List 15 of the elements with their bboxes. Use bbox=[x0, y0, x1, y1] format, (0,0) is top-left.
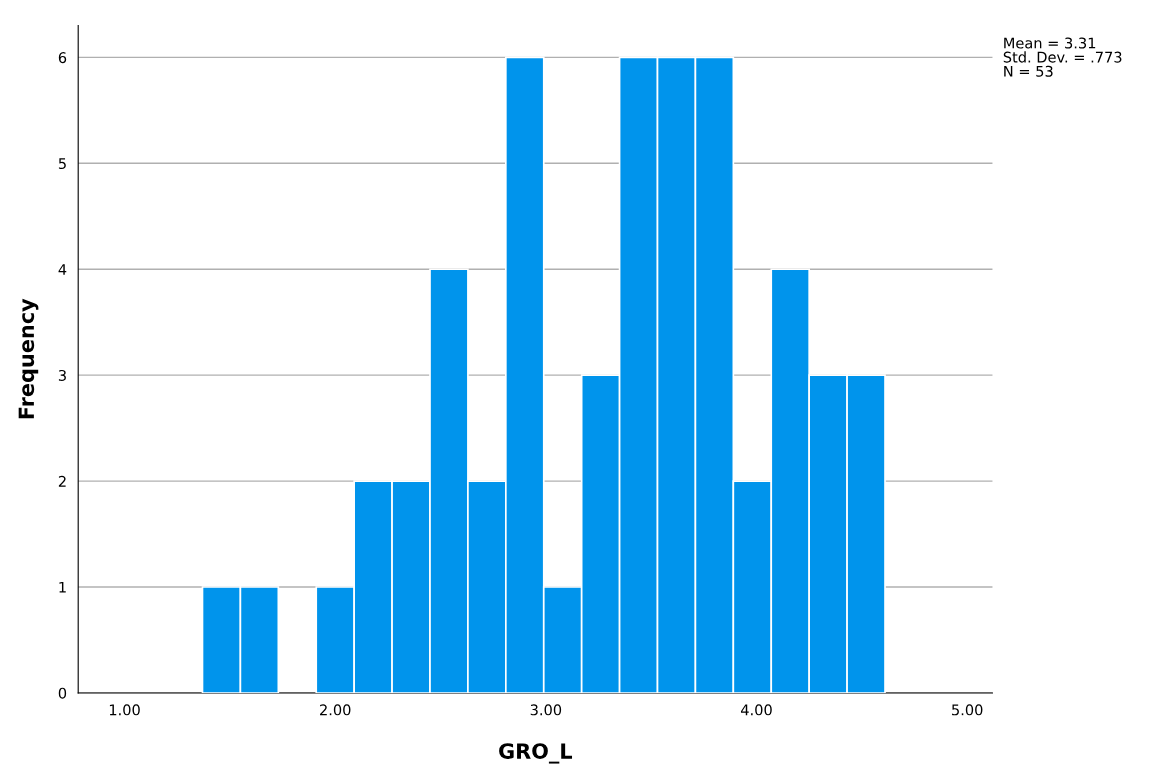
x-axis-title: GRO_L bbox=[499, 743, 573, 764]
y-tick-label: 0 bbox=[58, 687, 67, 699]
x-tick-label: 4.00 bbox=[740, 704, 772, 716]
y-tick-label: 6 bbox=[58, 52, 67, 64]
text: Mean = 3.31 Std. Dev. = .773 N = 53 bbox=[1003, 37, 1122, 77]
y-tick-label: 4 bbox=[58, 264, 67, 275]
x-tick-label: 5.00 bbox=[952, 704, 983, 716]
y-tick-label: 5 bbox=[58, 158, 66, 170]
x-tick-label: 3.00 bbox=[530, 704, 562, 716]
y-tick-label: 2 bbox=[58, 475, 66, 487]
x-tick-label: 2.00 bbox=[320, 704, 351, 716]
y-tick-label: 1 bbox=[59, 581, 66, 593]
y-tick-label: 3 bbox=[58, 369, 66, 381]
y-axis-title: Frequency bbox=[18, 298, 39, 419]
x-tick-label: 1.00 bbox=[109, 704, 140, 716]
